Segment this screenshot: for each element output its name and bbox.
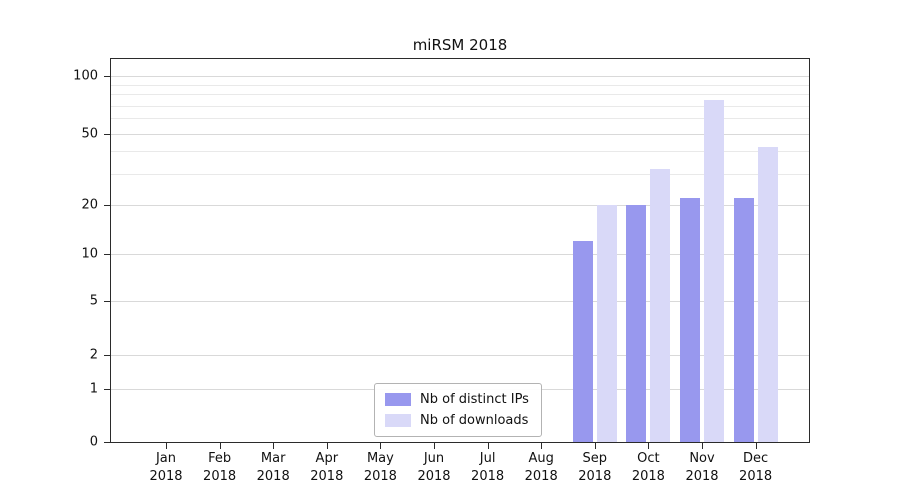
gridline-10 <box>111 253 809 255</box>
xtick-label-mar: Mar 2018 <box>256 451 290 485</box>
xtick-jul <box>487 443 489 449</box>
ytick-label-50: 50 <box>81 126 98 142</box>
ytick-label-2: 2 <box>89 347 98 363</box>
gridline-minor-40 <box>111 151 809 153</box>
bar-distinct-ips-dec <box>733 197 754 442</box>
xtick-label-nov: Nov 2018 <box>685 451 719 485</box>
legend-item-0: Nb of distinct IPs <box>385 392 529 407</box>
ytick-20 <box>104 205 110 207</box>
legend-swatch-1 <box>385 414 411 427</box>
gridline-100 <box>111 75 809 77</box>
ytick-label-1: 1 <box>89 381 98 397</box>
gridline-50 <box>111 133 809 135</box>
xtick-aug <box>541 443 543 449</box>
legend-item-1: Nb of downloads <box>385 413 529 428</box>
ytick-0 <box>104 442 110 443</box>
bar-downloads-nov <box>704 99 724 442</box>
gridline-2 <box>111 355 809 357</box>
bar-downloads-sep <box>596 205 617 442</box>
xtick-label-jun: Jun 2018 <box>417 451 451 485</box>
gridline-5 <box>111 300 809 302</box>
gridline-minor-80 <box>111 94 809 96</box>
xtick-jun <box>434 443 435 449</box>
gridline-minor-30 <box>111 173 809 175</box>
xtick-oct <box>648 443 650 449</box>
plot-area: Nb of distinct IPs Nb of downloads <box>110 58 810 443</box>
ytick-label-100: 100 <box>73 68 98 84</box>
xtick-label-dec: Dec 2018 <box>739 451 773 485</box>
xtick-label-apr: Apr 2018 <box>310 451 344 485</box>
xtick-jan <box>166 443 167 449</box>
bar-distinct-ips-oct <box>626 205 647 442</box>
ytick-label-5: 5 <box>89 293 98 309</box>
ytick-2 <box>104 355 110 357</box>
xtick-label-oct: Oct 2018 <box>631 451 665 485</box>
xtick-feb <box>219 443 221 449</box>
gridline-20 <box>111 205 809 207</box>
bar-distinct-ips-sep <box>572 241 593 442</box>
xtick-mar <box>273 443 275 449</box>
xtick-label-jan: Jan 2018 <box>149 451 183 485</box>
legend-label-0: Nb of distinct IPs <box>420 392 529 407</box>
ytick-label-0: 0 <box>89 434 98 450</box>
legend: Nb of distinct IPs Nb of downloads <box>374 383 542 437</box>
ytick-10 <box>104 253 110 255</box>
ytick-1 <box>104 389 110 391</box>
gridline-minor-70 <box>111 105 809 107</box>
ytick-label-20: 20 <box>81 197 98 213</box>
xtick-nov <box>702 443 703 449</box>
ytick-label-10: 10 <box>81 246 98 262</box>
gridline-minor-60 <box>111 118 809 120</box>
xtick-label-feb: Feb 2018 <box>203 451 237 485</box>
xtick-label-aug: Aug 2018 <box>524 451 558 485</box>
xtick-apr <box>326 443 328 449</box>
xtick-label-may: May 2018 <box>363 451 397 485</box>
ytick-50 <box>104 133 110 135</box>
xtick-may <box>380 443 382 449</box>
legend-label-1: Nb of downloads <box>420 413 529 428</box>
gridline-minor-90 <box>111 84 809 86</box>
xtick-label-jul: Jul 2018 <box>471 451 505 485</box>
xtick-dec <box>755 443 757 449</box>
bar-downloads-oct <box>650 168 671 442</box>
chart-title: miRSM 2018 <box>412 36 508 54</box>
legend-swatch-0 <box>385 393 411 406</box>
bar-distinct-ips-nov <box>680 197 700 442</box>
ytick-5 <box>104 300 110 302</box>
xtick-sep <box>594 443 596 449</box>
xtick-label-sep: Sep 2018 <box>578 451 612 485</box>
ytick-100 <box>104 75 110 77</box>
bar-downloads-dec <box>757 147 778 442</box>
